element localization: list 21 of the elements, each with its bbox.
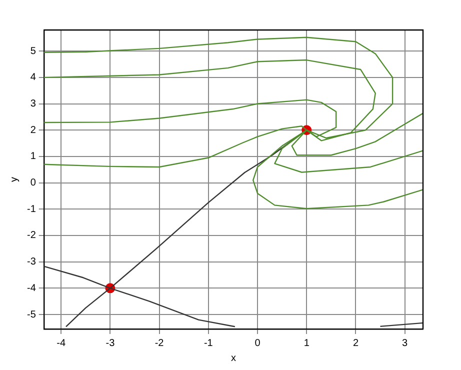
x-tick-label: -2 (154, 338, 164, 349)
y-tick-label: -4 (26, 282, 36, 294)
x-tick-label: -1 (204, 338, 214, 349)
y-tick-label: -2 (26, 230, 36, 242)
y-tick-label: -3 (26, 256, 36, 268)
y-tick-label: 3 (30, 98, 36, 110)
x-axis-title: x (230, 352, 236, 364)
x-tick-label: 0 (254, 338, 261, 349)
y-tick-label: -5 (26, 309, 36, 320)
y-tick-label: 4 (30, 72, 36, 84)
y-tick-label: 5 (30, 46, 36, 57)
y-tick-label: 2 (30, 124, 36, 136)
y-tick-label: 0 (30, 178, 36, 189)
x-tick-label: 1 (304, 338, 310, 349)
y-axis-title: y (8, 177, 20, 182)
y-tick-label: -1 (26, 204, 36, 215)
x-tick-label: -3 (106, 338, 116, 349)
x-tick-label: 3 (402, 338, 408, 349)
x-tick-label: 2 (352, 338, 359, 349)
y-tick-label: 1 (30, 151, 36, 162)
x-tick-label: -4 (56, 338, 66, 349)
